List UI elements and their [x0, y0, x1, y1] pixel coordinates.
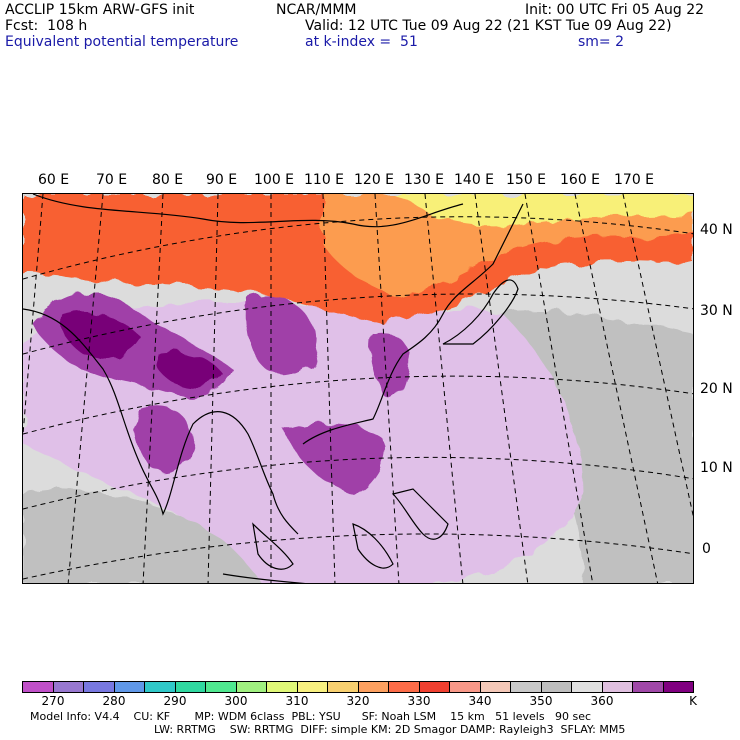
init-time: Init: 00 UTC Fri 05 Aug 22 [525, 2, 705, 18]
colorbar-tick: 340 [468, 694, 492, 708]
purple-region [283, 421, 384, 494]
lon-label: 100 E [254, 172, 295, 188]
theta-e-field [23, 194, 693, 583]
colorbar-tick: 270 [41, 694, 65, 708]
colorbar-tick: 350 [529, 694, 553, 708]
lon-label: 110 E [304, 172, 345, 188]
colorbar-swatch [450, 682, 481, 692]
colorbar-swatch [328, 682, 359, 692]
colorbar-swatch [53, 682, 84, 692]
colorbar-unit: K [689, 694, 697, 708]
colorbar-swatch [633, 682, 664, 692]
forecast-hour: Fcst: 108 h [5, 18, 88, 34]
colorbar-swatch [175, 682, 206, 692]
lat-label: 30 N [700, 303, 733, 319]
colorbar-tick: 280 [102, 694, 126, 708]
level-index: at k-index = 51 [305, 34, 418, 50]
lon-label: 170 E [614, 172, 655, 188]
model-info-line1: Model Info: V4.4 CU: KF MP: WDM 6class P… [30, 710, 592, 723]
lon-label: 160 E [560, 172, 601, 188]
lon-label: 120 E [354, 172, 395, 188]
colorbar-swatch [663, 682, 693, 692]
colorbar-swatch [419, 682, 450, 692]
model-title: ACCLIP 15km ARW-GFS init [5, 2, 195, 18]
grey-region [23, 489, 282, 583]
lat-label: 0 [702, 541, 711, 557]
yellow-region [393, 194, 693, 226]
lon-label: 130 E [404, 172, 445, 188]
colorbar-swatch [236, 682, 267, 692]
colorbar-tick: 290 [163, 694, 187, 708]
deep-purple-region [156, 352, 223, 386]
colorbar-tick: 360 [590, 694, 614, 708]
coastline [23, 194, 524, 583]
lon-label: 140 E [454, 172, 495, 188]
lon-label: 150 E [506, 172, 547, 188]
colorbar-tick: 320 [346, 694, 370, 708]
lon-label: 60 E [38, 172, 70, 188]
colorbar-swatch [23, 682, 54, 692]
graticule [23, 194, 693, 583]
colorbar-tick: 330 [407, 694, 431, 708]
valid-time: Valid: 12 UTC Tue 09 Aug 22 (21 KST Tue … [305, 18, 672, 34]
lat-label: 10 N [700, 460, 733, 476]
colorbar [22, 681, 694, 693]
colorbar-swatch [602, 682, 633, 692]
model-info-line2: LW: RRTMG SW: RRTMG DIFF: simple KM: 2D … [154, 723, 626, 736]
colorbar-swatch [511, 682, 542, 692]
purple-region [371, 332, 409, 400]
colorbar-swatch [389, 682, 420, 692]
field-name: Equivalent potential temperature [5, 34, 239, 50]
colorbar-swatch [84, 682, 115, 692]
lon-label: 70 E [96, 172, 128, 188]
colorbar-swatch [206, 682, 237, 692]
colorbar-tick: 310 [285, 694, 309, 708]
lon-label: 90 E [206, 172, 238, 188]
map-panel [22, 193, 694, 584]
smoothing-label: sm= 2 [578, 34, 625, 50]
colorbar-swatch [267, 682, 298, 692]
colorbar-swatch [572, 682, 603, 692]
lat-label: 40 N [700, 222, 733, 238]
colorbar-swatch [297, 682, 328, 692]
orange-region [323, 194, 693, 299]
purple-region [246, 295, 319, 375]
colorbar-swatch [480, 682, 511, 692]
colorbar-swatch [114, 682, 145, 692]
lat-label: 20 N [700, 381, 733, 397]
colorbar-swatch [541, 682, 572, 692]
colorbar-tick: 300 [224, 694, 248, 708]
institution-label: NCAR/MMM [276, 2, 357, 18]
colorbar-swatch [145, 682, 176, 692]
lon-label: 80 E [152, 172, 184, 188]
colorbar-swatch [358, 682, 389, 692]
